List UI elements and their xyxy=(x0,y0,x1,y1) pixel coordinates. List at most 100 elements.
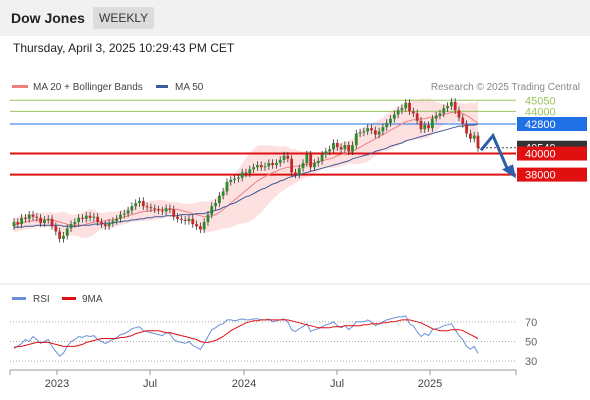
candle xyxy=(343,141,347,153)
candle xyxy=(396,106,400,119)
candle xyxy=(138,197,141,207)
candle xyxy=(84,212,88,223)
candle xyxy=(145,202,149,211)
candle xyxy=(370,124,373,135)
candle xyxy=(328,145,332,156)
candle xyxy=(236,174,240,183)
bollinger-band-area xyxy=(14,98,478,238)
candle xyxy=(229,176,233,186)
moving-averages xyxy=(13,111,479,228)
candle xyxy=(31,210,35,221)
level-label-44000: 44000 xyxy=(525,106,556,118)
ma50-line xyxy=(14,123,479,228)
candle xyxy=(309,150,313,171)
rsi-tick-70: 70 xyxy=(525,317,537,329)
level-labels: 450504400042800405494000038000 xyxy=(517,95,587,182)
candle xyxy=(259,161,263,171)
candle xyxy=(305,150,309,167)
candle xyxy=(141,197,145,210)
x-tick-label: 2025 xyxy=(418,378,442,390)
candle xyxy=(446,102,449,112)
header-bar: Dow Jones WEEKLY xyxy=(0,0,590,36)
candle xyxy=(12,218,16,230)
candle xyxy=(366,124,370,136)
x-ticks: 2023 Jul 2024 Jul 2025 xyxy=(45,370,442,390)
candle xyxy=(16,218,20,228)
candle xyxy=(316,157,320,167)
x-tick-label: Jul xyxy=(143,378,157,390)
rsi-9ma-line xyxy=(13,319,479,348)
candle xyxy=(449,98,453,110)
candle xyxy=(149,203,153,213)
candle xyxy=(442,104,446,118)
candle xyxy=(324,147,328,159)
candle xyxy=(423,121,427,133)
rsi-line xyxy=(13,315,479,357)
legend-swatch-ma20 xyxy=(12,85,28,88)
candle xyxy=(419,117,423,133)
chart-title: Dow Jones xyxy=(11,10,85,26)
candle xyxy=(217,191,221,207)
legend-swatch-rsi xyxy=(12,297,26,300)
candle xyxy=(400,104,404,114)
candle xyxy=(187,215,191,225)
candle xyxy=(157,205,160,215)
candle xyxy=(263,162,267,171)
level-label-45050: 45050 xyxy=(525,95,556,107)
candle xyxy=(373,126,377,139)
candle xyxy=(58,227,62,243)
x-tick-label: 2023 xyxy=(45,378,69,390)
candle xyxy=(377,127,381,139)
level-label-38000: 38000 xyxy=(525,170,556,182)
candle xyxy=(267,159,271,170)
candle xyxy=(427,121,430,132)
candle xyxy=(351,141,354,156)
candle xyxy=(54,222,58,236)
candle xyxy=(408,99,411,116)
candle xyxy=(335,139,339,151)
candle xyxy=(278,156,282,167)
candle xyxy=(195,220,198,230)
level-badge-38000 xyxy=(517,167,587,182)
candle xyxy=(214,199,217,210)
candle xyxy=(347,141,351,156)
candle xyxy=(153,204,157,214)
candle xyxy=(134,199,138,210)
candle xyxy=(244,168,248,178)
legend-label-ma50: MA 50 xyxy=(175,82,204,93)
timestamp: Thursday, April 3, 2025 10:29:43 PM CET xyxy=(13,41,235,55)
level-badge-42800 xyxy=(517,117,587,131)
candle xyxy=(411,107,415,118)
candle xyxy=(69,220,73,233)
candle xyxy=(62,232,65,243)
candle xyxy=(438,109,442,120)
candle xyxy=(176,213,179,223)
timeframe-badge[interactable]: WEEKLY xyxy=(93,7,155,29)
level-badge-40000 xyxy=(517,146,587,161)
candle xyxy=(476,131,480,152)
candle xyxy=(119,210,122,223)
candle xyxy=(160,206,164,216)
rsi-tick-30: 30 xyxy=(525,356,537,368)
candle xyxy=(233,175,236,184)
candle xyxy=(434,111,438,123)
bollinger-bands xyxy=(14,98,478,238)
legend-label-ma20: MA 20 + Bollinger Bands xyxy=(33,82,143,93)
candle xyxy=(24,214,27,223)
candle xyxy=(210,202,214,219)
candle xyxy=(107,219,111,230)
candle xyxy=(221,187,225,200)
candle xyxy=(225,178,229,196)
candle xyxy=(415,109,419,125)
candle xyxy=(35,213,39,222)
credit-text: Research © 2025 Trading Central xyxy=(431,82,580,93)
candle xyxy=(290,155,294,177)
candle xyxy=(275,159,278,169)
candle xyxy=(88,212,92,222)
candle xyxy=(168,204,172,214)
legend-label-rsi: RSI xyxy=(33,294,50,305)
x-tick-label: 2024 xyxy=(232,378,256,390)
candle xyxy=(183,216,187,225)
